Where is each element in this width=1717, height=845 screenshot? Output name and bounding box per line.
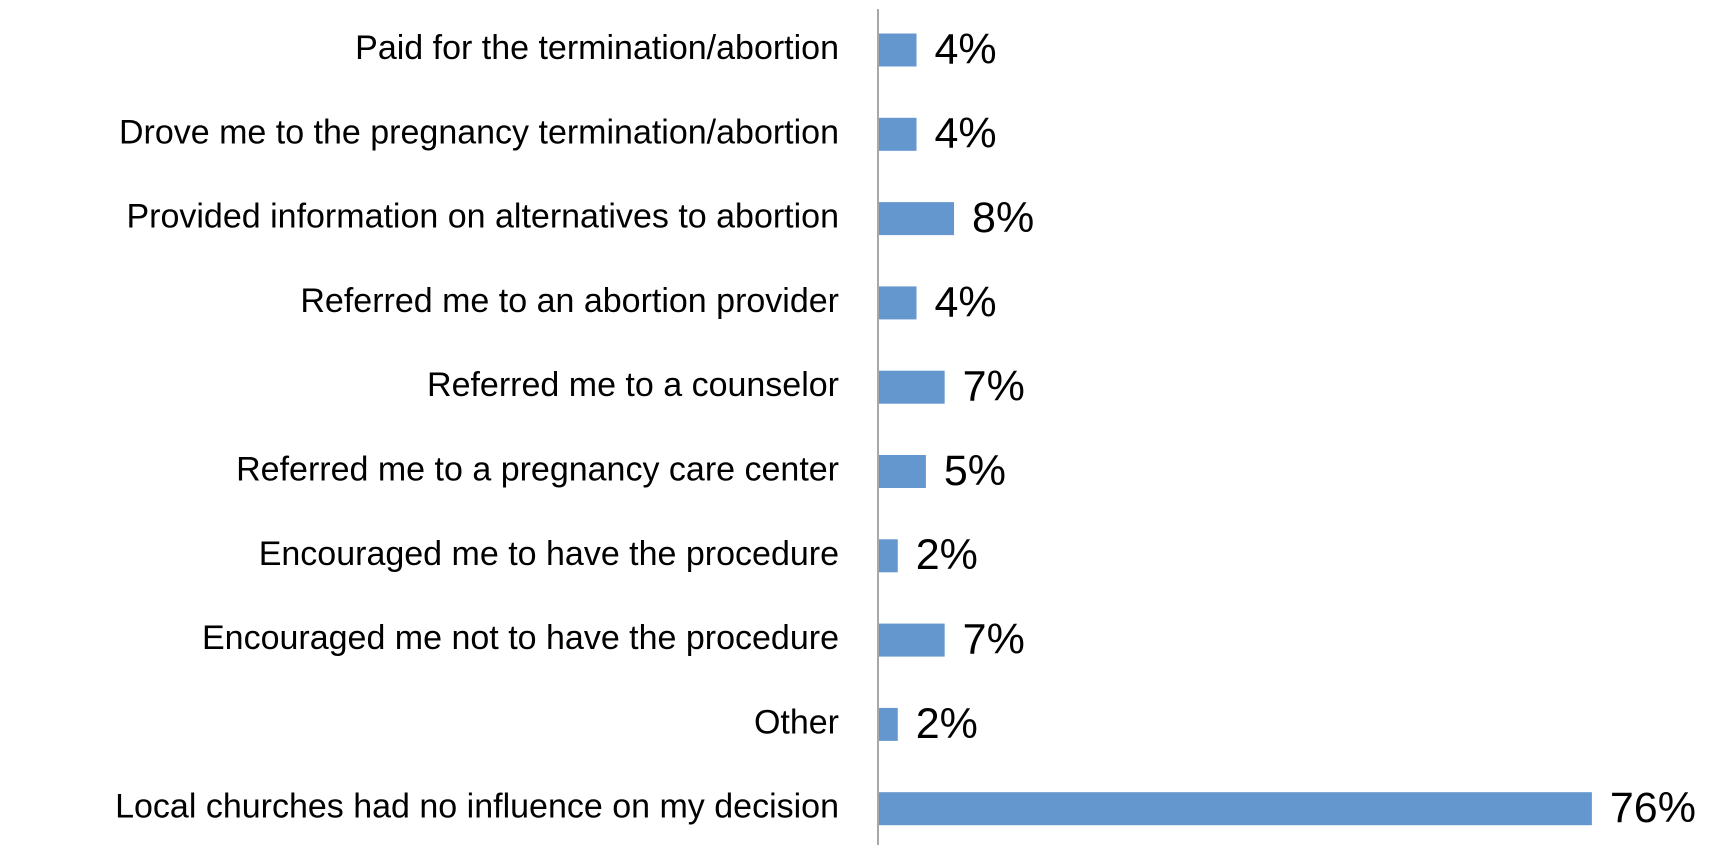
value-label: 7% [963, 615, 1025, 663]
category-label: Other [754, 703, 839, 741]
bar [879, 117, 917, 151]
value-label: 4% [935, 278, 997, 326]
category-label: Referred me to a counselor [427, 366, 839, 404]
bar [879, 33, 917, 67]
category-label: Local churches had no influence on my de… [115, 788, 839, 826]
value-label: 4% [935, 25, 997, 73]
value-label: 76% [1610, 784, 1696, 832]
value-label: 2% [916, 700, 978, 748]
category-label: Drove me to the pregnancy termination/ab… [119, 113, 839, 151]
value-label: 2% [916, 531, 978, 579]
bar [879, 455, 926, 488]
bar [879, 202, 955, 236]
category-label: Encouraged me not to have the procedure [202, 619, 839, 657]
category-label: Paid for the termination/abortion [355, 29, 839, 67]
bar [879, 370, 945, 404]
category-label: Referred me to a pregnancy care center [236, 450, 839, 488]
category-label: Provided information on alternatives to … [126, 198, 839, 236]
bar [879, 623, 945, 657]
bar [879, 792, 1592, 826]
category-label: Encouraged me to have the procedure [259, 535, 839, 573]
value-label: 7% [963, 363, 1025, 411]
value-label: 4% [935, 110, 997, 158]
value-label: 8% [972, 194, 1034, 242]
category-label: Referred me to an abortion provider [300, 282, 839, 320]
value-label: 5% [944, 447, 1006, 495]
bar [879, 539, 898, 573]
bar [879, 707, 898, 741]
bar [879, 286, 917, 320]
